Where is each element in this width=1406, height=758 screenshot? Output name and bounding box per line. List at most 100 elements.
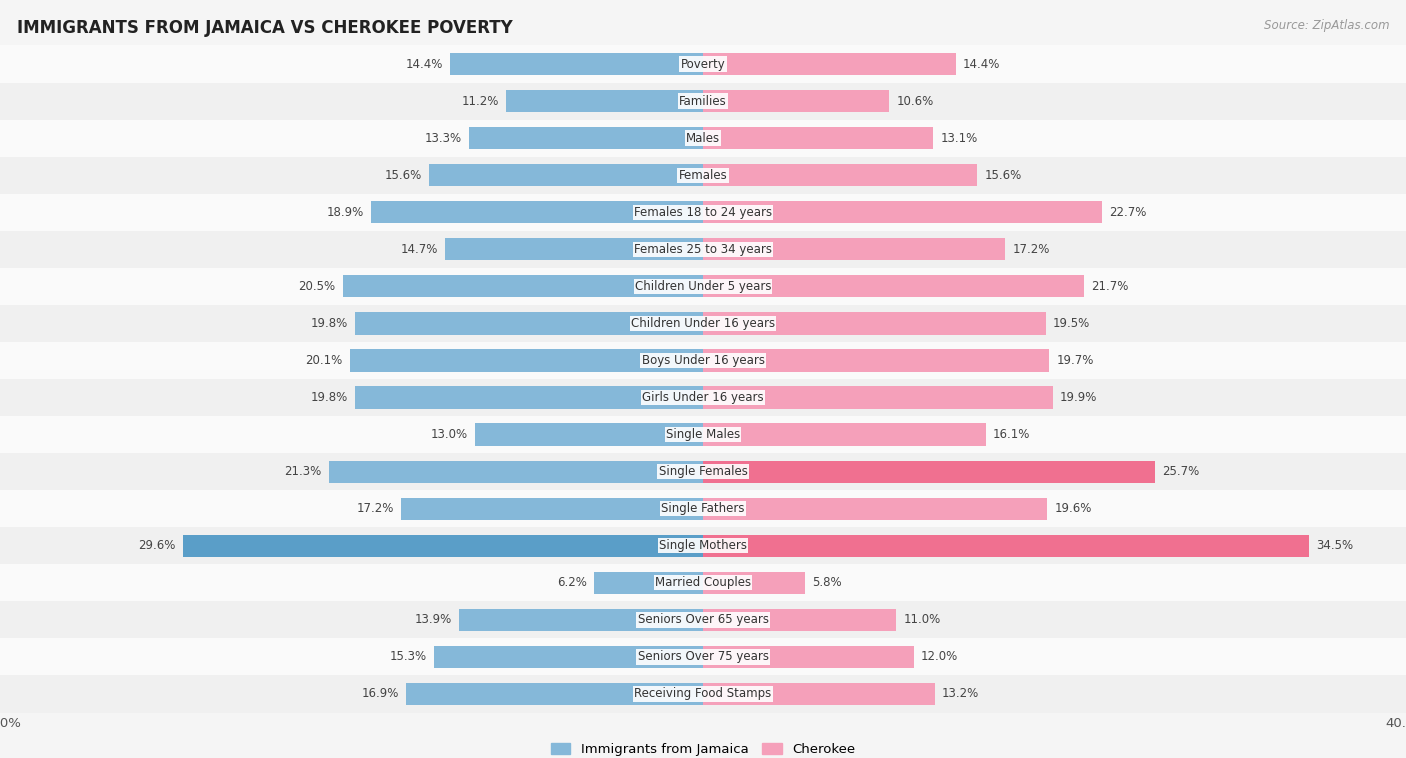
Bar (434, 646, 703, 668)
Text: Single Fathers: Single Fathers (661, 503, 745, 515)
Text: 11.0%: 11.0% (904, 613, 941, 626)
Text: 25.7%: 25.7% (1161, 465, 1199, 478)
Text: Seniors Over 65 years: Seniors Over 65 years (637, 613, 769, 626)
Text: Children Under 5 years: Children Under 5 years (634, 280, 772, 293)
Bar (458, 609, 703, 631)
Text: 14.7%: 14.7% (401, 243, 437, 255)
Bar (0, 342, 1406, 379)
Text: 6.2%: 6.2% (557, 576, 588, 589)
Text: 18.9%: 18.9% (326, 205, 364, 219)
Bar (0, 305, 1406, 342)
Bar (354, 387, 703, 409)
Bar (703, 53, 956, 75)
Bar (703, 609, 897, 631)
Bar (703, 683, 935, 705)
Bar (0, 45, 1406, 83)
Text: 15.3%: 15.3% (389, 650, 427, 663)
Bar (703, 312, 1046, 334)
Text: 5.8%: 5.8% (813, 576, 842, 589)
Text: Males: Males (686, 132, 720, 145)
Bar (0, 453, 1406, 490)
Text: 21.3%: 21.3% (284, 465, 322, 478)
Text: 15.6%: 15.6% (385, 169, 422, 182)
Bar (703, 164, 977, 186)
Bar (703, 646, 914, 668)
Bar (703, 461, 1154, 483)
Text: 13.3%: 13.3% (425, 132, 463, 145)
Bar (703, 424, 986, 446)
Text: Poverty: Poverty (681, 58, 725, 70)
Text: Children Under 16 years: Children Under 16 years (631, 317, 775, 330)
Bar (0, 194, 1406, 230)
Bar (0, 675, 1406, 713)
Bar (183, 534, 703, 557)
Text: 17.2%: 17.2% (356, 503, 394, 515)
Bar (0, 268, 1406, 305)
Text: 10.6%: 10.6% (897, 95, 934, 108)
Text: 19.5%: 19.5% (1053, 317, 1090, 330)
Text: 29.6%: 29.6% (138, 539, 176, 553)
Text: 19.8%: 19.8% (311, 391, 349, 404)
Bar (703, 238, 1005, 261)
Text: Females 18 to 24 years: Females 18 to 24 years (634, 205, 772, 219)
Bar (350, 349, 703, 371)
Text: Females 25 to 34 years: Females 25 to 34 years (634, 243, 772, 255)
Text: 14.4%: 14.4% (405, 58, 443, 70)
Bar (401, 497, 703, 520)
Bar (470, 127, 703, 149)
Bar (0, 379, 1406, 416)
Text: 12.0%: 12.0% (921, 650, 957, 663)
Text: Seniors Over 75 years: Seniors Over 75 years (637, 650, 769, 663)
Text: Source: ZipAtlas.com: Source: ZipAtlas.com (1264, 19, 1389, 32)
Bar (0, 120, 1406, 157)
Bar (0, 490, 1406, 528)
Text: 16.1%: 16.1% (993, 428, 1031, 441)
Text: Girls Under 16 years: Girls Under 16 years (643, 391, 763, 404)
Text: 20.1%: 20.1% (305, 354, 343, 367)
Bar (703, 127, 934, 149)
Bar (406, 683, 703, 705)
Text: 34.5%: 34.5% (1316, 539, 1354, 553)
Text: 16.9%: 16.9% (361, 688, 399, 700)
Text: 13.0%: 13.0% (430, 428, 467, 441)
Text: Females: Females (679, 169, 727, 182)
Bar (506, 90, 703, 112)
Bar (703, 201, 1102, 224)
Bar (354, 312, 703, 334)
Bar (703, 497, 1047, 520)
Bar (703, 387, 1053, 409)
Bar (329, 461, 703, 483)
Text: Single Males: Single Males (666, 428, 740, 441)
Text: Receiving Food Stamps: Receiving Food Stamps (634, 688, 772, 700)
Text: Single Mothers: Single Mothers (659, 539, 747, 553)
Bar (0, 83, 1406, 120)
Bar (475, 424, 703, 446)
Text: 13.1%: 13.1% (941, 132, 977, 145)
Text: 13.9%: 13.9% (415, 613, 451, 626)
Text: Families: Families (679, 95, 727, 108)
Bar (0, 230, 1406, 268)
Text: Married Couples: Married Couples (655, 576, 751, 589)
Bar (0, 638, 1406, 675)
Bar (593, 572, 703, 594)
Bar (371, 201, 703, 224)
Text: Single Females: Single Females (658, 465, 748, 478)
Bar (0, 564, 1406, 601)
Bar (703, 534, 1309, 557)
Bar (0, 528, 1406, 564)
Bar (703, 572, 804, 594)
Text: 15.6%: 15.6% (984, 169, 1021, 182)
Bar (343, 275, 703, 297)
Bar (0, 157, 1406, 194)
Bar (703, 349, 1049, 371)
Text: Boys Under 16 years: Boys Under 16 years (641, 354, 765, 367)
Text: IMMIGRANTS FROM JAMAICA VS CHEROKEE POVERTY: IMMIGRANTS FROM JAMAICA VS CHEROKEE POVE… (17, 19, 513, 37)
Bar (703, 275, 1084, 297)
Text: 14.4%: 14.4% (963, 58, 1001, 70)
Bar (703, 90, 889, 112)
Bar (444, 238, 703, 261)
Bar (0, 601, 1406, 638)
Legend: Immigrants from Jamaica, Cherokee: Immigrants from Jamaica, Cherokee (551, 743, 855, 756)
Text: 22.7%: 22.7% (1109, 205, 1146, 219)
Text: 19.7%: 19.7% (1056, 354, 1094, 367)
